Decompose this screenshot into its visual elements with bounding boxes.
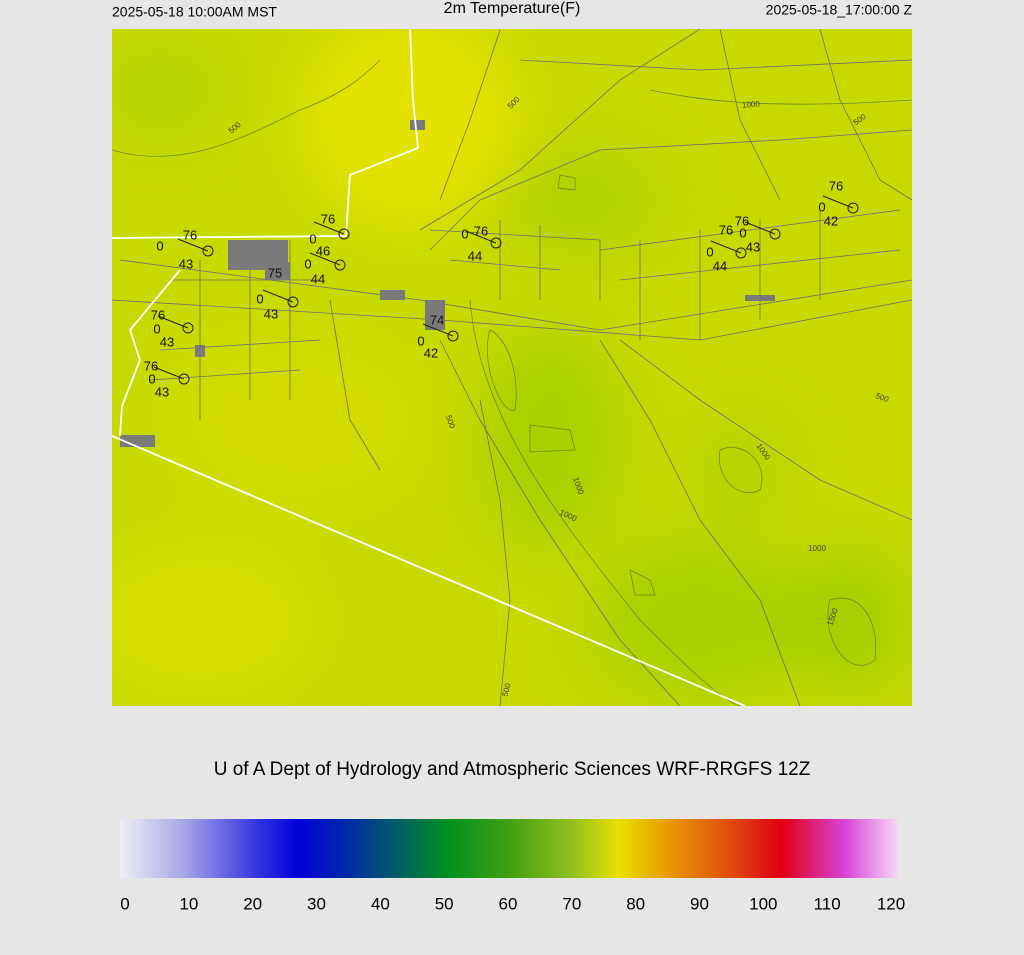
colorbar-tick-label: 90: [690, 894, 709, 913]
wind-speed: 0: [256, 291, 263, 306]
wind-speed: 0: [148, 371, 155, 386]
wind-speed: 0: [461, 226, 468, 241]
station: 76 044: [461, 223, 502, 263]
colorbar-ticks: 0 10 20 30 40 50 60 70 80 90 100 110 120: [120, 894, 905, 913]
station: 76 046: [309, 211, 350, 258]
colorbar-tick-label: 10: [179, 894, 198, 913]
contour-label: 500: [874, 391, 890, 404]
contour-label: 1000: [808, 544, 826, 553]
station: 76 042: [818, 178, 859, 228]
colorbar-tick-label: 100: [749, 894, 777, 913]
dewpoint: 43: [264, 306, 278, 321]
dewpoint: 42: [824, 213, 838, 228]
station-marker: [287, 296, 299, 308]
dewpoint: 42: [424, 345, 438, 360]
station-marker: [334, 259, 346, 271]
temperature: 76: [474, 223, 488, 238]
temperature: 76: [829, 178, 843, 193]
valid-time-utc: 2025-05-18_17:00:00 Z: [766, 2, 913, 18]
temperature: 75: [268, 265, 282, 280]
contour-label: 1000: [742, 99, 761, 110]
colorbar-tick-label: 40: [371, 894, 390, 913]
borders: [112, 29, 746, 706]
wind-speed: 0: [739, 225, 746, 240]
station-marker: [182, 322, 194, 334]
colorbar-tick-label: 70: [562, 894, 581, 913]
station: 044: [304, 252, 346, 286]
station-marker: [735, 247, 747, 259]
station-marker: [447, 330, 459, 342]
dewpoint: 43: [155, 384, 169, 399]
colorbar-tick-label: 20: [243, 894, 262, 913]
temperature: 76: [735, 213, 749, 228]
colorbar-tick-label: 60: [499, 894, 518, 913]
wind-speed: 0: [309, 231, 316, 246]
station-marker: [202, 245, 214, 257]
urban-areas: [120, 120, 775, 447]
colorbar-tick-label: 50: [435, 894, 454, 913]
wind-speed: 0: [417, 333, 424, 348]
roads: [112, 29, 912, 706]
footer: U of A Dept of Hydrology and Atmospheric…: [214, 759, 811, 780]
dewpoint: 43: [160, 334, 174, 349]
map-title: 2m Temperature(F): [444, 0, 581, 17]
dewpoint: 44: [468, 248, 482, 263]
wind-speed: 0: [706, 244, 713, 259]
contour-label: 500: [501, 682, 513, 698]
wind-speed: 0: [304, 256, 311, 271]
colorbar-tick-label: 0: [120, 894, 129, 913]
dewpoint: 44: [713, 258, 727, 273]
valid-time-local: 2025-05-18 10:00AM MST: [112, 4, 277, 20]
temperature: 76: [321, 211, 335, 226]
dewpoint: 43: [179, 256, 193, 271]
temperature: 76: [144, 358, 158, 373]
temperature: 76: [151, 307, 165, 322]
wind-speed: 0: [156, 238, 163, 253]
colorbar-tick-label: 80: [626, 894, 645, 913]
temperature: 76: [719, 222, 733, 237]
wind-speed: 0: [153, 321, 160, 336]
colorbar-tick-label: 120: [877, 894, 905, 913]
colorbar-tick-label: 30: [307, 894, 326, 913]
station-marker: [769, 228, 781, 240]
temperature: 74: [430, 312, 444, 327]
dewpoint: 46: [316, 243, 330, 258]
wind-speed: 0: [818, 199, 825, 214]
contour-label: 500: [444, 414, 457, 430]
colorbar-tick-label: 110: [814, 894, 841, 913]
station: 74 042: [417, 312, 459, 360]
contours: [112, 59, 912, 706]
stations: 7604376046044750437604376043740427604476…: [144, 178, 859, 399]
temperature: 76: [183, 227, 197, 242]
dewpoint: 44: [311, 271, 325, 286]
temperature-field: [112, 29, 910, 700]
station-marker: [338, 228, 350, 240]
station: 75 043: [256, 265, 299, 321]
station-marker: [178, 373, 190, 385]
dewpoint: 43: [746, 239, 760, 254]
colorbar: [120, 819, 898, 878]
station-marker: [847, 202, 859, 214]
station-marker: [490, 237, 502, 249]
station: 76 0 43: [156, 227, 214, 271]
